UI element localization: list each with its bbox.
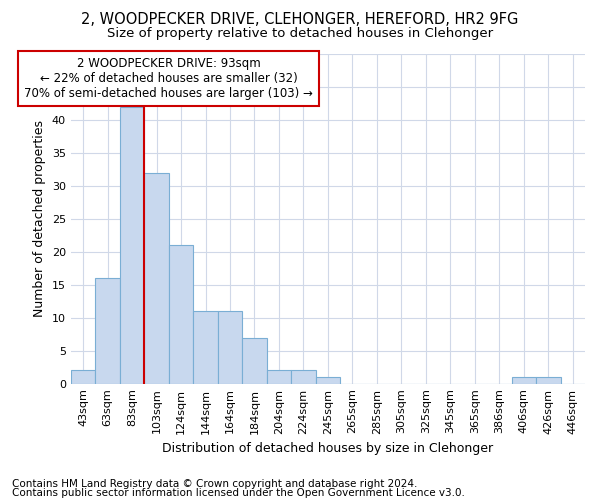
Bar — [169, 245, 193, 384]
Text: 2, WOODPECKER DRIVE, CLEHONGER, HEREFORD, HR2 9FG: 2, WOODPECKER DRIVE, CLEHONGER, HEREFORD… — [82, 12, 518, 28]
Text: Size of property relative to detached houses in Clehonger: Size of property relative to detached ho… — [107, 28, 493, 40]
Bar — [120, 106, 145, 384]
Bar — [218, 311, 242, 384]
X-axis label: Distribution of detached houses by size in Clehonger: Distribution of detached houses by size … — [163, 442, 493, 455]
Text: Contains HM Land Registry data © Crown copyright and database right 2024.: Contains HM Land Registry data © Crown c… — [12, 479, 418, 489]
Bar — [316, 377, 340, 384]
Bar — [267, 370, 291, 384]
Bar — [512, 377, 536, 384]
Bar — [71, 370, 95, 384]
Text: Contains public sector information licensed under the Open Government Licence v3: Contains public sector information licen… — [12, 488, 465, 498]
Bar — [242, 338, 267, 384]
Bar — [536, 377, 560, 384]
Bar — [291, 370, 316, 384]
Bar — [145, 172, 169, 384]
Bar — [193, 311, 218, 384]
Bar — [95, 278, 120, 384]
Text: 2 WOODPECKER DRIVE: 93sqm
← 22% of detached houses are smaller (32)
70% of semi-: 2 WOODPECKER DRIVE: 93sqm ← 22% of detac… — [25, 58, 313, 100]
Y-axis label: Number of detached properties: Number of detached properties — [34, 120, 46, 318]
